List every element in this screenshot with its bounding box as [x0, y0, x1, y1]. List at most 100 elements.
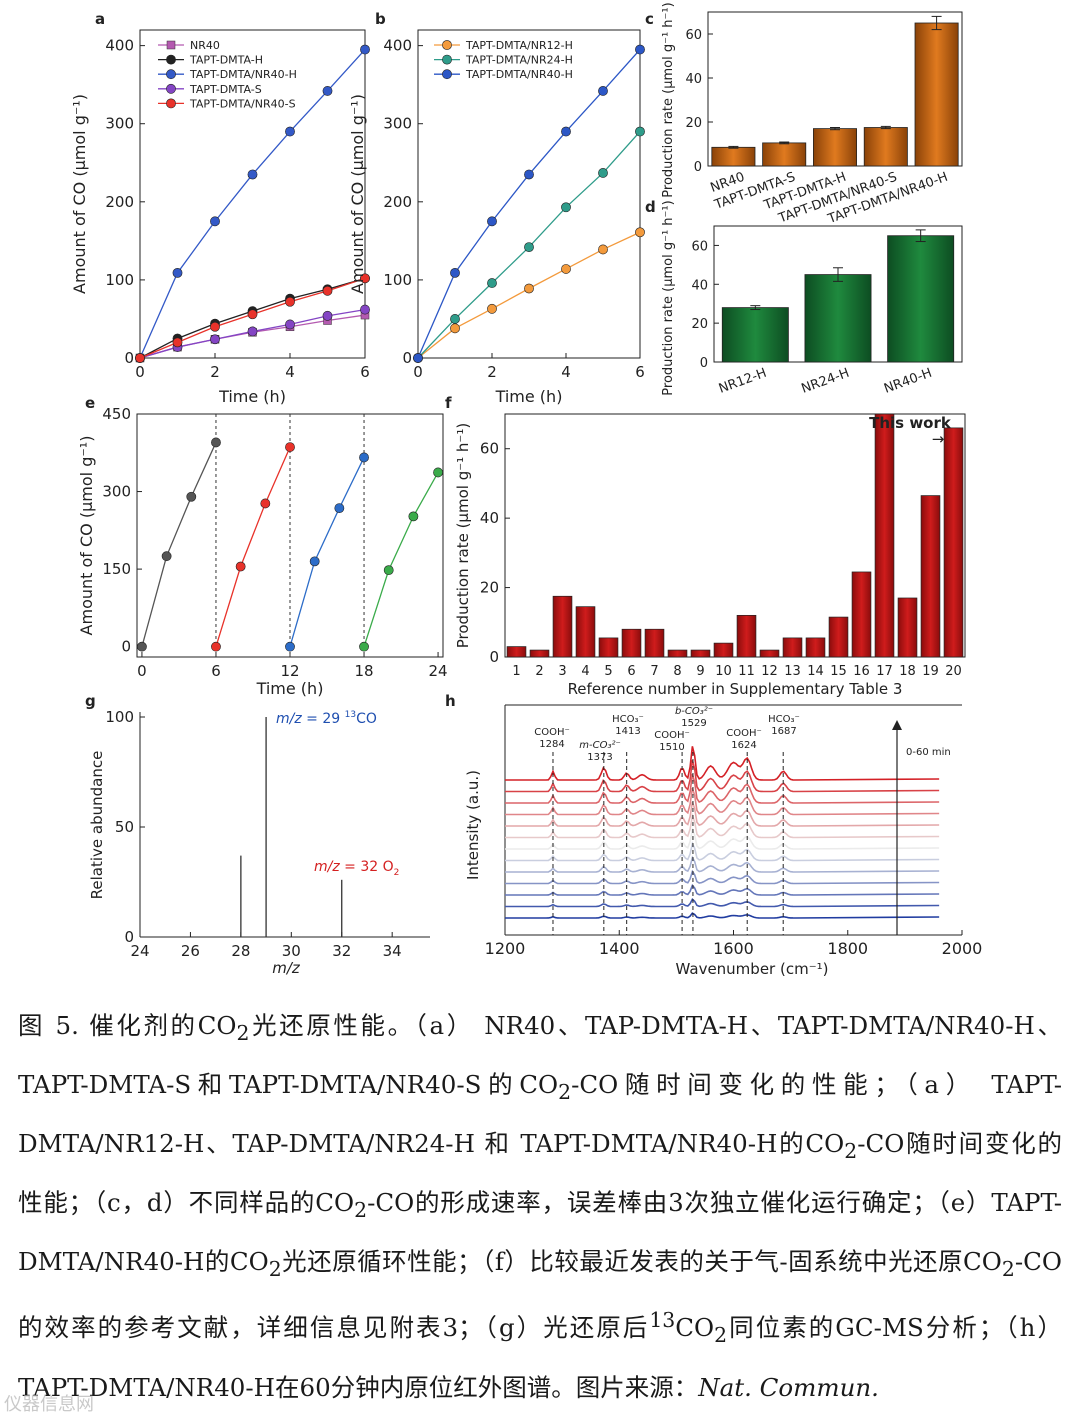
panel-f-category-label: 8: [673, 664, 681, 679]
panel-h-xtick-label: 2000: [942, 939, 983, 958]
caption-part-8: CO: [675, 1313, 715, 1343]
panel-f-bar: [667, 649, 688, 658]
panel-f-category-label: 14: [807, 664, 824, 679]
panel-b-xtick-label: 4: [561, 363, 571, 381]
caption-part-2: 光还原性能。（a） NR40、TAP-DMTA-H、TAPT-DMTA/NR40…: [18, 1011, 1062, 1099]
panel-f-ytick-label: 60: [480, 440, 499, 458]
panel-d-bar: [804, 274, 872, 363]
panel-h-spectrum: [505, 812, 940, 839]
watermark: 仪器信息网: [4, 1394, 94, 1415]
panel-a-legend-label: TAPT-DMTA-S: [189, 83, 262, 96]
panel-a-point: [360, 304, 370, 315]
panel-e-point: [260, 498, 271, 509]
panel-c-bar: [914, 22, 959, 167]
panel-e-point: [383, 565, 394, 576]
panel-g-xtick-label: 26: [181, 942, 200, 960]
panel-b-frame: [417, 29, 641, 359]
panel-b-ytick-label: 300: [383, 115, 412, 133]
panel-letter-c: c: [645, 10, 654, 28]
panel-e-point: [359, 641, 369, 652]
panel-f-xlabel: Reference number in Supplementary Table …: [568, 680, 903, 698]
panel-g-xtick-label: 34: [383, 942, 402, 960]
panel-a-point: [172, 337, 183, 348]
panel-e-point: [309, 556, 320, 567]
panel-e-point: [408, 511, 419, 522]
panel-h-xtick-label: 1400: [599, 939, 640, 958]
panel-a-point: [247, 309, 258, 320]
panel-e-point: [285, 442, 295, 452]
panel-e-point: [359, 452, 369, 463]
panel-a-point: [210, 334, 220, 345]
panel-b-ytick-label: 400: [383, 37, 412, 55]
panel-f-category-label: 7: [650, 664, 658, 679]
panel-a-xtick-label: 6: [360, 363, 370, 381]
panel-a-point: [322, 310, 333, 321]
panel-a-point: [360, 44, 370, 55]
panel-a-point: [210, 321, 220, 332]
panel-f-category-label: 12: [761, 664, 778, 679]
panel-h-peak-species: COOH⁻: [654, 730, 690, 741]
panel-h-time-arrowhead: [892, 720, 902, 730]
panel-h-spectrum: [505, 912, 940, 919]
panel-e-point: [211, 437, 221, 448]
caption-part-6: 光还原循环性能；（f）比较最近发表的关于气-固系统中光还原CO: [281, 1246, 1002, 1276]
panel-b-xtick-label: 2: [487, 363, 497, 381]
caption-sub-6: 2: [1001, 1256, 1015, 1281]
panel-f-bar: [897, 597, 918, 658]
panel-f-category-label: 5: [604, 664, 612, 679]
panel-h-xtick-label: 1200: [485, 939, 526, 958]
panel-b-legend-marker: [442, 40, 452, 50]
panel-e-xtick-label: 6: [211, 662, 221, 680]
panel-h-spectrum: [505, 760, 940, 793]
panel-b-point: [561, 264, 571, 274]
panel-h-spectrum: [505, 869, 940, 885]
panel-e-ytick-label: 450: [102, 405, 131, 423]
panel-h-spectrum: [505, 787, 940, 816]
panel-a-legend-marker: [166, 83, 176, 94]
caption-sup-7: 13: [649, 1308, 676, 1333]
caption-part-7: -CO的效率的参考文献，详细信息见附表3；（g）光还原后: [18, 1246, 1062, 1343]
panel-a-ytick-label: 300: [105, 115, 134, 133]
panel-f-bar: [782, 637, 803, 658]
panel-b-point: [524, 283, 534, 294]
panel-f-category-label: 19: [922, 664, 939, 679]
panel-g-xtick-label: 24: [130, 942, 149, 960]
panel-h-peak-species: m-CO₃²⁻: [579, 740, 621, 751]
panel-f-frame: [504, 413, 966, 658]
panel-b-point: [561, 202, 571, 213]
panel-b-ylabel: Amount of CO (μmol g⁻¹): [348, 94, 367, 294]
panel-h-peak-species: COOH⁻: [534, 727, 570, 738]
panel-g-ytick-label: 50: [115, 818, 134, 836]
panel-d-category-label: NR12-H: [717, 366, 769, 397]
caption-part-1: 图 5. 催化剂的CO: [18, 1011, 237, 1040]
panel-b-point: [487, 216, 497, 227]
panel-g-ylabel: Relative abundance: [88, 751, 106, 900]
panel-f-ytick-label: 20: [480, 579, 499, 597]
panel-letter-a: a: [95, 10, 105, 28]
panel-a-legend-marker: [166, 98, 176, 109]
panel-letter-b: b: [375, 10, 386, 28]
panel-b-point: [561, 126, 571, 137]
panel-f-ytick-label: 0: [489, 648, 499, 666]
panel-e-xtick-label: 18: [354, 662, 373, 680]
panel-a-point: [322, 285, 333, 296]
panel-f-category-label: 4: [581, 664, 589, 679]
panel-b-xlabel: Time (h): [495, 387, 563, 406]
panel-f-category-label: 9: [696, 664, 704, 679]
panel-a-legend-label: TAPT-DMTA/NR40-H: [189, 68, 297, 81]
panel-f-category-label: 11: [738, 664, 755, 679]
caption-part-4: -CO随时间变化的性能；（c，d）不同样品的CO: [18, 1128, 1063, 1217]
caption-part-3: -CO随时间变化的性能；（a） TAPT-DMTA/NR12-H、TAP-DMT…: [18, 1069, 1062, 1158]
panel-b-legend-label: TAPT-DMTA/NR40-H: [465, 68, 573, 81]
panel-g-xlabel: m/z: [272, 959, 301, 977]
panel-e-ytick-label: 150: [102, 560, 131, 578]
panel-f-category-label: 1: [512, 664, 520, 679]
panel-e-point: [161, 551, 172, 562]
panel-e-series-line: [363, 472, 439, 647]
panel-a-ylabel: Amount of CO (μmol g⁻¹): [70, 94, 89, 294]
panel-b-point: [635, 227, 645, 238]
panel-f-category-label: 20: [945, 664, 962, 679]
panel-g-ytick-label: 0: [124, 928, 134, 946]
panel-e-xtick-label: 12: [280, 662, 299, 680]
panel-c-ytick-label: 20: [685, 116, 702, 131]
